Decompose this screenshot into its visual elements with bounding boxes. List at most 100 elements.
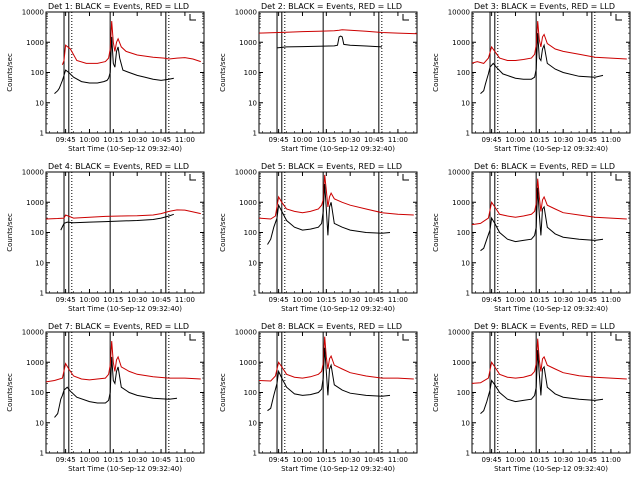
y-tick-label: 10000	[22, 9, 44, 17]
y-tick-label: 1000	[239, 39, 257, 47]
chart-panel-7: Det 7: BLACK = Events, RED = LLD 1 10 100 10…	[6, 322, 205, 473]
x-axis-label: Start Time (10-Sep-12 09:32:40)	[68, 465, 182, 473]
x-tick-label: 09:45	[482, 136, 502, 144]
y-tick-label: 1	[253, 450, 257, 458]
x-tick-label: 10:45	[577, 456, 597, 464]
plot-frame	[471, 171, 631, 294]
chart-panel-8: Det 8: BLACK = Events, RED = LLD 1 10 100 10…	[219, 322, 418, 473]
x-tick-label: 10:00	[292, 456, 312, 464]
series-line-lld	[46, 341, 201, 383]
chart-panel-5: Det 5: BLACK = Events, RED = LLD 1 10 100 10…	[219, 162, 418, 313]
series-line-events	[54, 356, 178, 418]
series-line-events	[60, 213, 174, 231]
x-tick-label: 10:00	[79, 456, 99, 464]
chart-panel-9: Det 9: BLACK = Events, RED = LLD 1 10 100 10…	[432, 322, 631, 473]
x-tick-label: 11:00	[601, 456, 621, 464]
y-tick-label: 1	[40, 290, 44, 298]
y-tick-label: 10000	[22, 329, 44, 337]
x-tick-label: 11:00	[601, 136, 621, 144]
plot-frame	[45, 171, 205, 294]
chart-panel-1: Det 1: BLACK = Events, RED = LLD 1 10 100 10…	[6, 2, 205, 153]
x-tick-label: 10:45	[151, 456, 171, 464]
x-tick-label: 10:30	[127, 296, 147, 304]
x-tick-label: 11:00	[175, 456, 195, 464]
y-tick-label: 10	[35, 419, 44, 427]
x-tick-label: 10:15	[316, 296, 336, 304]
plot-frame	[258, 171, 418, 294]
y-tick-label: 1000	[239, 359, 257, 367]
x-tick-label: 10:00	[505, 136, 525, 144]
y-tick-label: 10	[461, 259, 470, 267]
x-tick-label: 10:30	[340, 296, 360, 304]
x-axis-label: Start Time (10-Sep-12 09:32:40)	[281, 145, 395, 153]
y-tick-label: 1	[466, 130, 470, 138]
chart-panel-3: Det 3: BLACK = Events, RED = LLD 1 10 100 10…	[432, 2, 631, 153]
series-line-lld	[472, 178, 627, 226]
y-tick-label: 10000	[235, 9, 257, 17]
x-tick-label: 10:00	[505, 456, 525, 464]
plot-frame	[258, 331, 418, 454]
corner-marker	[402, 174, 409, 181]
y-axis-label: Counts/sec	[219, 373, 227, 412]
series-line-lld	[61, 21, 201, 65]
x-tick-label: 10:15	[529, 456, 549, 464]
x-tick-label: 10:45	[577, 296, 597, 304]
x-axis-label: Start Time (10-Sep-12 09:32:40)	[281, 465, 395, 473]
y-tick-label: 1	[40, 130, 44, 138]
x-tick-label: 10:45	[364, 136, 384, 144]
y-tick-label: 100	[244, 389, 257, 397]
chart-title: Det 1: BLACK = Events, RED = LLD	[48, 2, 189, 11]
x-tick-label: 10:00	[505, 296, 525, 304]
y-tick-label: 10	[248, 259, 257, 267]
x-axis-label: Start Time (10-Sep-12 09:32:40)	[494, 145, 608, 153]
series-line-lld	[472, 338, 627, 384]
corner-marker	[189, 174, 196, 181]
y-tick-label: 1	[466, 450, 470, 458]
x-tick-label: 10:15	[103, 136, 123, 144]
y-tick-label: 1000	[26, 359, 44, 367]
x-tick-label: 10:15	[529, 136, 549, 144]
series-line-lld	[259, 336, 414, 382]
series-line-lld	[472, 21, 627, 64]
x-tick-label: 10:15	[529, 296, 549, 304]
x-tick-label: 09:45	[482, 456, 502, 464]
plot-frame	[471, 331, 631, 454]
x-tick-label: 10:30	[127, 456, 147, 464]
y-tick-label: 10	[35, 99, 44, 107]
series-line-events	[480, 187, 604, 252]
chart-panel-4: Det 4: BLACK = Events, RED = LLD 1 10 100 10…	[6, 162, 205, 313]
x-tick-label: 10:15	[316, 136, 336, 144]
y-tick-label: 10000	[448, 169, 470, 177]
y-tick-label: 1	[40, 450, 44, 458]
y-axis-label: Counts/sec	[432, 53, 440, 92]
series-line-lld	[259, 29, 417, 35]
y-tick-label: 10	[461, 419, 470, 427]
chart-title: Det 9: BLACK = Events, RED = LLD	[474, 322, 615, 331]
x-tick-label: 10:30	[340, 456, 360, 464]
corner-marker	[615, 334, 622, 341]
x-tick-label: 11:00	[175, 296, 195, 304]
series-line-events	[480, 33, 604, 94]
y-tick-label: 10000	[235, 329, 257, 337]
plot-frame	[471, 11, 631, 134]
x-tick-label: 11:00	[388, 296, 408, 304]
x-tick-label: 10:30	[553, 136, 573, 144]
y-tick-label: 100	[457, 229, 470, 237]
x-tick-label: 10:00	[79, 296, 99, 304]
y-tick-label: 100	[244, 69, 257, 77]
y-tick-label: 10	[248, 99, 257, 107]
x-tick-label: 10:00	[292, 296, 312, 304]
y-tick-label: 100	[244, 229, 257, 237]
chart-title: Det 6: BLACK = Events, RED = LLD	[474, 162, 615, 171]
x-tick-label: 09:45	[269, 136, 289, 144]
corner-marker	[615, 14, 622, 21]
y-tick-label: 100	[31, 69, 44, 77]
corner-marker	[402, 14, 409, 21]
x-tick-label: 11:00	[175, 136, 195, 144]
x-tick-label: 10:15	[103, 296, 123, 304]
y-tick-label: 10000	[235, 169, 257, 177]
y-tick-label: 10	[35, 259, 44, 267]
y-axis-label: Counts/sec	[6, 373, 14, 412]
x-tick-label: 09:45	[56, 296, 76, 304]
chart-title: Det 3: BLACK = Events, RED = LLD	[474, 2, 615, 11]
